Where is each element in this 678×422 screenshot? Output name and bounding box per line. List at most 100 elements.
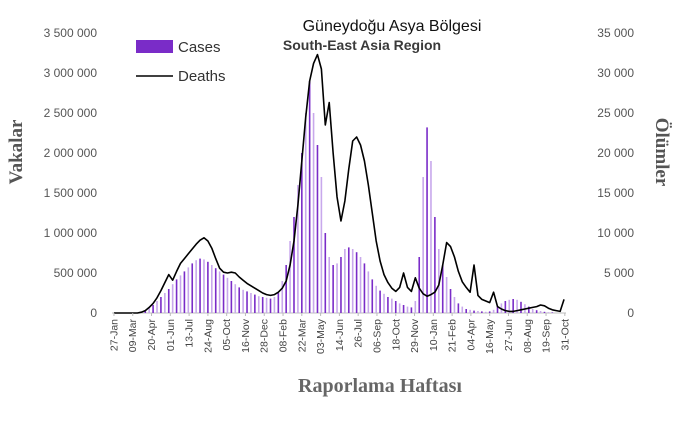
cases-bar: [449, 289, 452, 313]
cases-bar: [156, 301, 158, 313]
cases-bar: [528, 306, 530, 313]
cases-bar: [340, 257, 342, 313]
cases-bar: [214, 268, 217, 313]
x-tick-label: 31-Oct: [559, 319, 571, 351]
cases-bar: [406, 306, 409, 313]
cases-bar: [277, 293, 280, 313]
cases-bar: [402, 305, 405, 313]
y-tick-label: 500 000: [54, 266, 98, 280]
x-axis-ticks: 27-Jan 09-Mar 20-Apr 01-Jun 13-Jul 24-Aug 05-O…: [109, 313, 571, 354]
cases-bar: [531, 309, 534, 313]
cases-bar: [347, 247, 350, 313]
y-axis-label: Vakalar: [6, 119, 27, 184]
cases-bar: [195, 260, 197, 313]
x-tick-label: 19-Sep: [541, 319, 553, 353]
cases-bar: [281, 281, 284, 313]
x-tick-label: 22-Mar: [296, 319, 308, 353]
cases-bar: [257, 296, 260, 313]
cases-bar: [383, 293, 385, 313]
cases-bar: [410, 307, 413, 313]
cases-bar: [269, 298, 272, 313]
left-axis-ticks: 0 500 000 1 000 000 1 500 000 2 000 000 2 500…: [44, 26, 98, 320]
x-tick-label: 09-Mar: [127, 319, 139, 353]
y2-tick-label: 20 000: [597, 146, 634, 160]
cases-bar: [445, 277, 448, 313]
cases-bar: [285, 265, 287, 313]
cases-bar: [457, 303, 460, 313]
cases-bar: [297, 185, 299, 313]
cases-bar: [351, 249, 354, 313]
cases-bar: [430, 161, 432, 313]
x-tick-label: 24-Aug: [202, 319, 214, 353]
x-tick-label: 18-Oct: [390, 319, 402, 351]
y2-axis-label: Ölümler: [651, 118, 672, 187]
x-tick-label: 20-Apr: [146, 318, 158, 350]
cases-bar: [371, 279, 374, 313]
cases-bar: [144, 310, 147, 313]
cases-bar: [508, 299, 511, 313]
cases-bar: [379, 290, 381, 313]
cases-bar: [488, 311, 491, 313]
x-tick-label: 29-Nov: [409, 318, 421, 353]
x-tick-label: 03-May: [315, 318, 327, 354]
cases-bar: [394, 301, 397, 313]
y-tick-label: 1 000 000: [44, 226, 98, 240]
cases-bar: [391, 298, 393, 313]
cases-bar: [171, 284, 174, 313]
cases-bar: [520, 301, 522, 313]
cases-bar: [160, 297, 162, 313]
cases-bar: [332, 265, 334, 313]
cases-bar: [203, 259, 205, 313]
cases-bar: [250, 293, 252, 313]
cases-bar: [254, 294, 256, 313]
y2-tick-label: 35 000: [597, 26, 634, 40]
cases-bar: [367, 271, 370, 313]
y2-tick-label: 15 000: [597, 186, 634, 200]
x-tick-label: 08-Feb: [278, 319, 290, 352]
cases-bar: [238, 287, 240, 313]
x-axis-label: Raporlama Haftası: [298, 375, 462, 397]
cases-bar: [512, 299, 514, 313]
x-tick-label: 21-Feb: [447, 319, 459, 352]
cases-bar: [398, 303, 401, 313]
x-tick-label: 10-Jan: [428, 319, 440, 351]
cases-bar: [304, 113, 307, 313]
cases-bar: [477, 311, 479, 313]
x-tick-label: 08-Aug: [522, 319, 534, 353]
legend-cases-label: Cases: [178, 39, 221, 56]
cases-bar: [504, 301, 507, 313]
cases-bar: [312, 113, 315, 313]
cases-bar: [441, 265, 444, 313]
cases-bar: [434, 217, 436, 313]
cases-bar: [355, 252, 358, 313]
cases-bar: [469, 309, 471, 313]
cases-bar: [167, 289, 170, 313]
cases-bar: [363, 263, 366, 313]
cases-bar: [316, 145, 319, 313]
cases-bar: [293, 217, 295, 313]
x-tick-label: 01-Jun: [165, 319, 177, 351]
y2-tick-label: 30 000: [597, 66, 634, 80]
cases-bar: [242, 289, 244, 313]
cases-bar: [218, 271, 221, 313]
cases-bar: [265, 297, 268, 313]
x-tick-label: 14-Jun: [334, 319, 346, 351]
y-tick-label: 2 000 000: [44, 146, 98, 160]
cases-bars: [144, 81, 554, 314]
y2-tick-label: 10 000: [597, 226, 634, 240]
y2-tick-label: 5 000: [604, 266, 634, 280]
cases-bar: [551, 312, 554, 313]
cases-bar: [473, 310, 475, 313]
legend: Cases Deaths: [136, 39, 226, 85]
cases-bar: [422, 177, 424, 313]
y-tick-label: 3 500 000: [44, 26, 98, 40]
cases-bar: [461, 306, 464, 313]
cases-bar: [465, 309, 467, 313]
y-tick-label: 0: [90, 306, 97, 320]
cases-bar: [273, 297, 276, 313]
x-tick-label: 16-May: [484, 318, 496, 354]
cases-bar: [481, 311, 483, 313]
x-tick-label: 16-Nov: [240, 318, 252, 353]
cases-bar: [230, 281, 233, 313]
